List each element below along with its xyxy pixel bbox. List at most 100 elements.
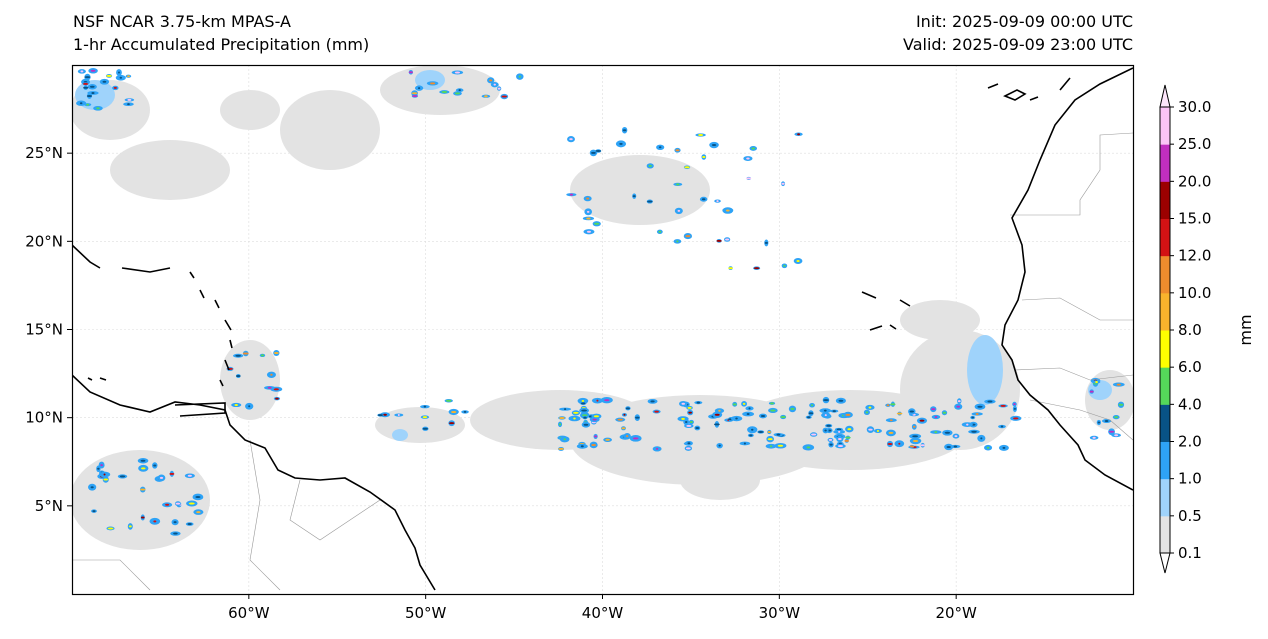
precip-cell-core [383, 413, 387, 416]
precip-cell-core [890, 403, 896, 406]
precip-cell-core [781, 182, 785, 185]
colorbar-label: mm [1236, 314, 1255, 345]
precip-cell-core [896, 412, 903, 415]
precip-cell-core [743, 442, 746, 445]
precip-cell-core [696, 401, 701, 404]
precip-cell-core [934, 431, 938, 434]
precip-cell-core [569, 138, 573, 141]
precip-cell-core [687, 406, 692, 409]
precip-cell-core [746, 157, 750, 160]
precip-cell-core [454, 71, 460, 74]
precip-cell-core [934, 416, 938, 419]
precip-cell-core [169, 472, 175, 475]
precip-cell-core [746, 177, 752, 180]
precip-cell-core [423, 405, 427, 408]
longitude-ticks: 60°W 50°W 40°W 30°W 20°W [228, 594, 977, 622]
precip-cell-core [235, 354, 241, 357]
precip-cell-core [558, 447, 564, 450]
colorbar-bin [1160, 107, 1170, 145]
precip-cell-core [865, 411, 869, 414]
precip-cell-core [275, 397, 279, 400]
precip-cell-core [912, 435, 919, 438]
precip-cell-core [909, 445, 915, 448]
lat-tick-label: 15°N [25, 321, 63, 339]
country-borders [72, 132, 1133, 591]
precip-cell-core [586, 217, 591, 220]
precip-cell-core [953, 445, 958, 448]
precip-cell-core [270, 373, 273, 376]
precip-cell-core [919, 419, 925, 422]
precip-cell-core [777, 444, 784, 447]
precip-cell-core [96, 107, 100, 110]
precip-cell-core [103, 478, 109, 481]
precip-cell-core [648, 164, 652, 167]
precip-cell-core [80, 70, 84, 73]
precip-cell-core [632, 195, 636, 198]
precip-cell-core [563, 438, 566, 441]
precip-cell-core [397, 414, 400, 417]
precip-cell-core [412, 95, 418, 98]
precip-cell-core [1108, 430, 1115, 433]
precip-cell-core [987, 400, 993, 403]
precip-cell-core [716, 239, 722, 242]
precip-cell-core [411, 92, 418, 95]
precip-cell-core [463, 410, 467, 413]
colorbar-tick-label: 15.0 [1178, 210, 1211, 228]
coastlines [72, 67, 1133, 591]
precip-cell-core [966, 423, 969, 426]
precip-cell-core [824, 429, 827, 432]
precip-cell-core [586, 230, 592, 233]
model-title: NSF NCAR 3.75-km MPAS-A [73, 12, 291, 31]
precip-cell-core [89, 85, 95, 88]
precip-cell-core [751, 428, 754, 431]
precip-cell-core [484, 95, 488, 98]
precip-cell-core [518, 75, 521, 78]
precip-cell-core [593, 415, 599, 418]
colorbar-bin [1160, 441, 1170, 480]
precip-cell-core [757, 430, 764, 433]
precip-cell-core [828, 438, 833, 441]
precip-cell-core [677, 209, 681, 212]
precip-cell-core [845, 436, 851, 439]
colorbar-bin [1160, 330, 1170, 368]
precip-cell-core [760, 414, 766, 417]
colorbar-tick-label: 6.0 [1178, 358, 1202, 376]
lat-tick-label: 10°N [25, 409, 63, 427]
lon-tick-label: 60°W [228, 604, 270, 622]
colorbar-bin [1160, 367, 1170, 405]
precip-cell-core [687, 442, 691, 445]
precip-cell-core [445, 399, 452, 402]
precip-cell-core [684, 420, 688, 423]
colorbar-over-arrow [1159, 84, 1171, 108]
precip-cell-core [975, 412, 979, 415]
precip-cell-core [591, 443, 597, 446]
precip-cell-core [942, 411, 947, 414]
precip-cell-core [780, 416, 787, 419]
lat-tick-label: 20°N [25, 232, 63, 250]
precip-cell-core [769, 445, 773, 448]
precip-cell-core [127, 103, 130, 106]
precip-cell-core [632, 437, 639, 440]
precip-cell-core [623, 413, 626, 416]
precip-cell-core [558, 423, 562, 426]
precip-cell-core [735, 417, 738, 420]
precip-cell-core [946, 445, 951, 448]
precip-cell-core [888, 431, 894, 434]
precip-cell-core [796, 260, 800, 263]
precip-cell-core [844, 439, 849, 442]
precip-cell-core [234, 403, 238, 406]
colorbar-bin [1160, 218, 1170, 257]
precip-cell-core [422, 416, 428, 419]
precip-cell-core [718, 409, 721, 412]
precip-cell-core [90, 486, 94, 489]
precip-cell-core [1116, 383, 1121, 386]
precip-cell-core [107, 527, 114, 530]
precip-cell-core [711, 144, 717, 147]
precip-cell-core [1092, 436, 1096, 439]
precip-cell-core [117, 71, 120, 74]
colorbar-bin [1160, 515, 1170, 554]
precip-cell-core [92, 510, 96, 513]
precip-cell-core [944, 431, 951, 434]
precip-cell-core [681, 417, 685, 420]
precip-cell-core [838, 430, 841, 433]
